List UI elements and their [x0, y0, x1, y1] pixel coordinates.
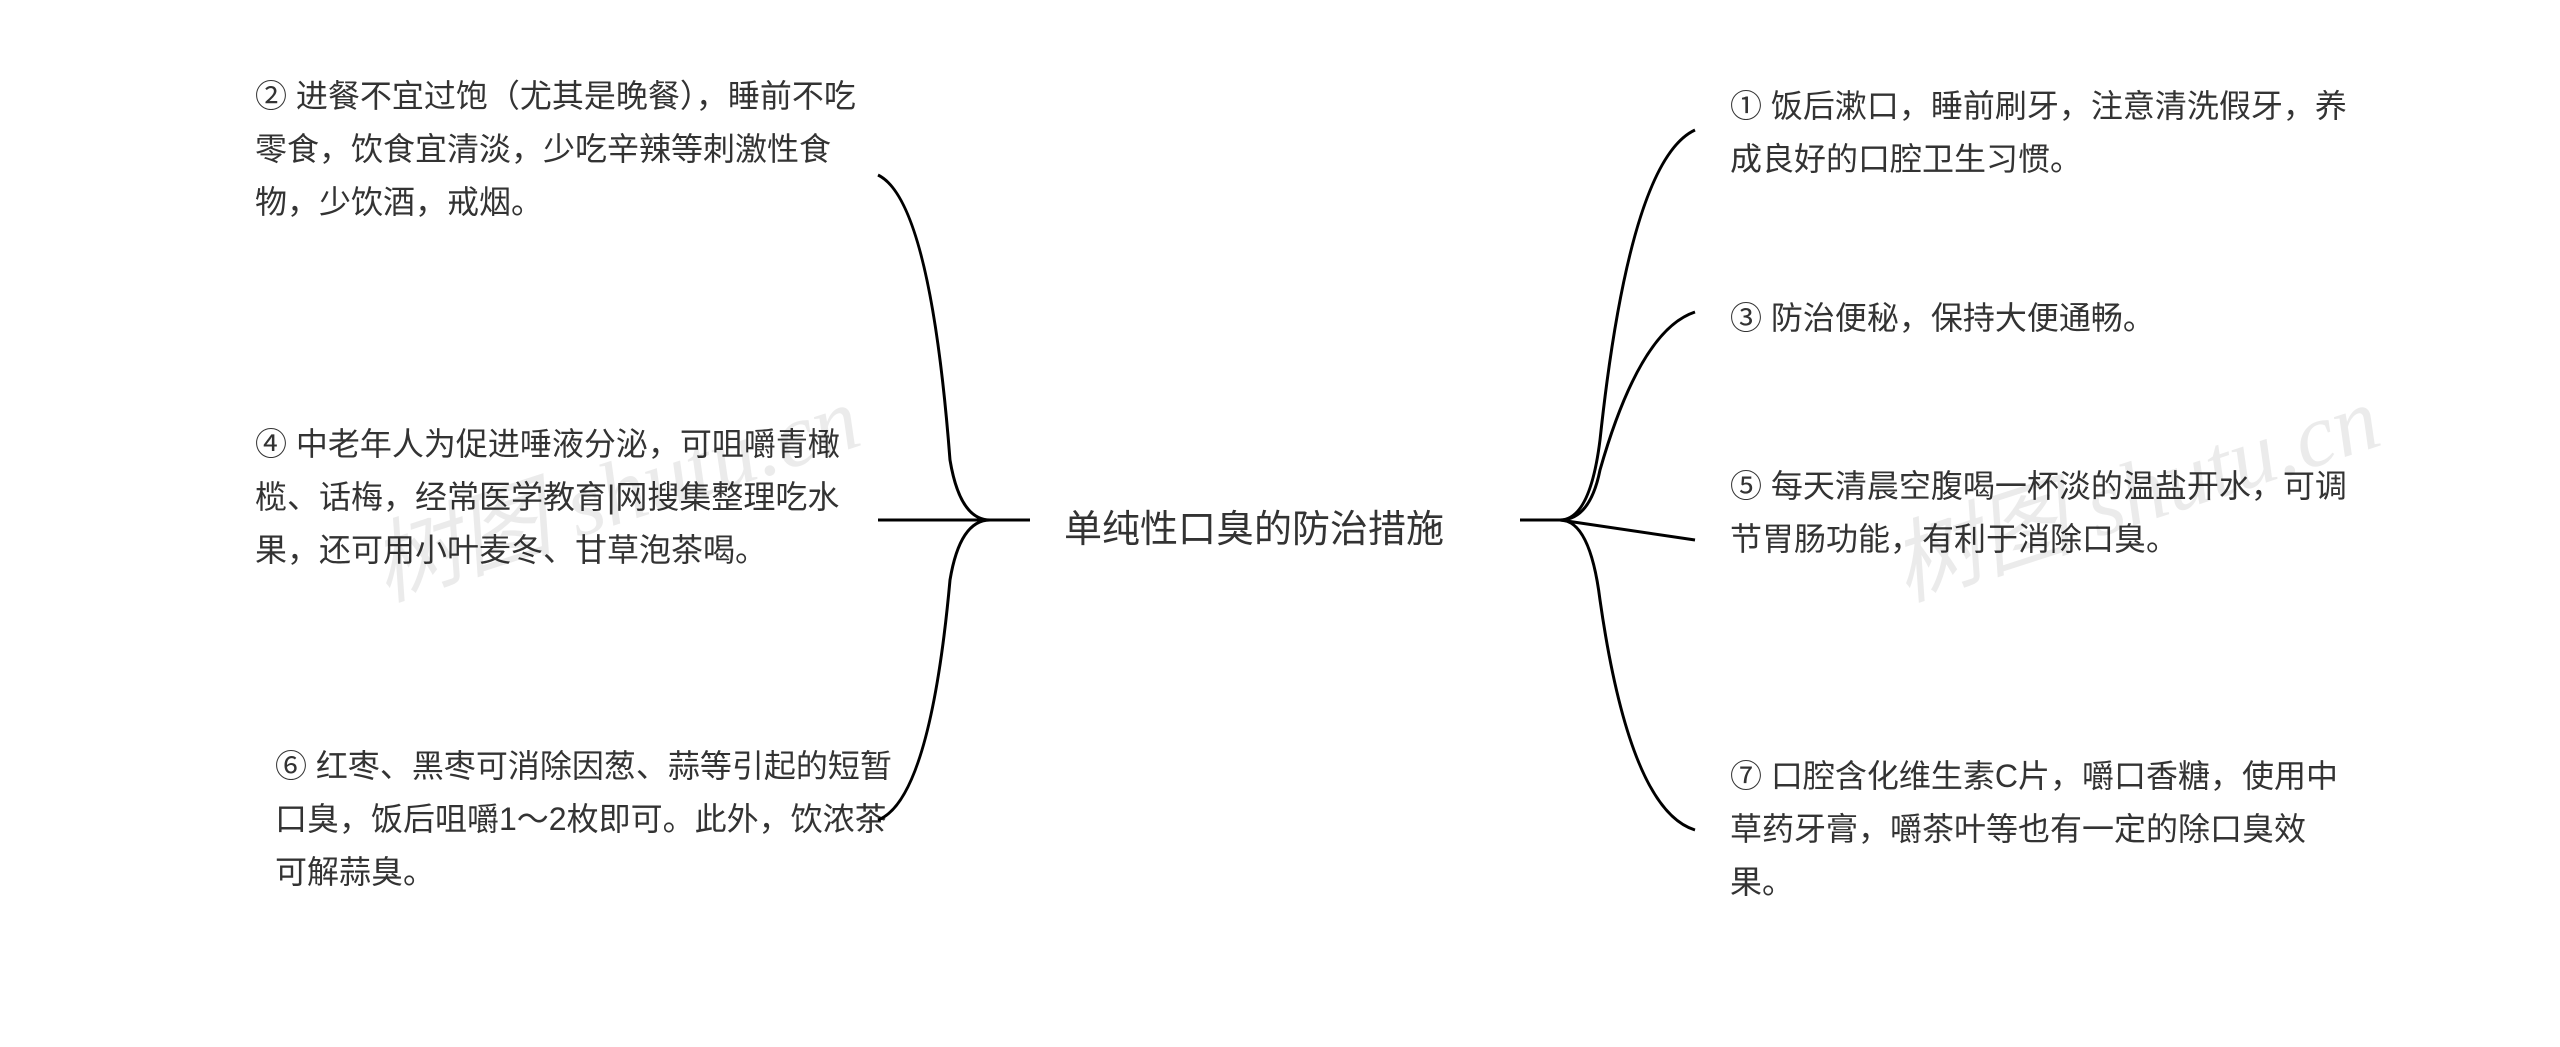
leaf-left-1: ④ 中老年人为促进唾液分泌，可咀嚼青橄榄、话梅，经常医学教育|网搜集整理吃水果，…: [255, 418, 875, 576]
leaf-right-3: ⑦ 口腔含化维生素C片，嚼口香糖，使用中草药牙膏，嚼茶叶等也有一定的除口臭效果。: [1730, 750, 2350, 908]
leaf-left-2: ⑥ 红枣、黑枣可消除因葱、蒜等引起的短暂口臭，饭后咀嚼1～2枚即可。此外，饮浓茶…: [275, 740, 895, 898]
leaf-right-0: ① 饭后漱口，睡前刷牙，注意清洗假牙，养成良好的口腔卫生习惯。: [1730, 80, 2350, 186]
leaf-right-2: ⑤ 每天清晨空腹喝一杯淡的温盐开水，可调节胃肠功能，有利于消除口臭。: [1730, 460, 2350, 566]
leaf-right-1: ③ 防治便秘，保持大便通畅。: [1730, 292, 2350, 345]
center-node: 单纯性口臭的防治措施: [1064, 498, 1444, 553]
leaf-left-0: ② 进餐不宜过饱（尤其是晚餐），睡前不吃零食，饮食宜清淡，少吃辛辣等刺激性食物，…: [255, 70, 875, 228]
